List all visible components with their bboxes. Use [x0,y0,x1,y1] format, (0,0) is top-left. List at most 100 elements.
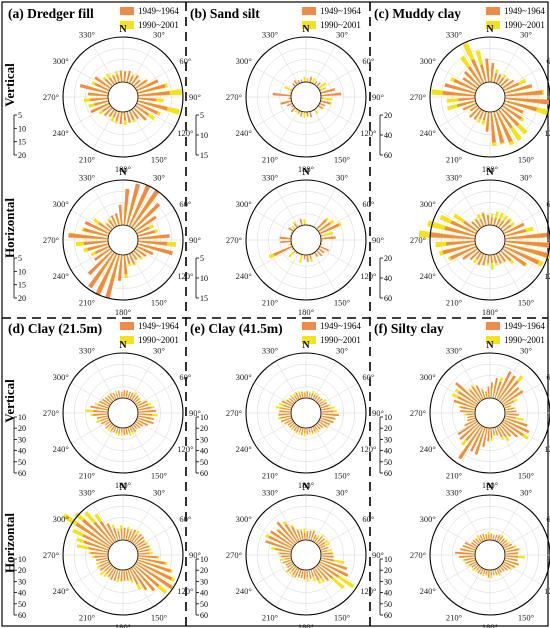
angle-label: 120° [544,128,550,138]
angle-label: 150° [334,470,350,480]
petal-1949-1964 [312,534,317,542]
petal-1949-1964 [446,240,476,246]
grid-spoke [497,44,521,85]
petal-1949-1964 [319,561,349,577]
petal-1949-1964 [316,82,321,87]
petal-1949-1964 [504,97,550,105]
petal-1949-1964 [137,97,157,102]
angle-label: N [119,482,127,493]
petal-1949-1964 [456,100,476,108]
petal-1949-1964 [280,552,292,555]
petal-1949-1964 [106,523,117,542]
petal-1949-1964 [296,530,302,541]
angle-label: 60° [179,56,191,66]
petal-1949-1964 [504,243,549,258]
petal-1949-1964 [98,222,112,232]
scale-label: 20 [384,254,392,263]
petal-1949-1964 [115,393,119,399]
grid-spoke [502,104,543,128]
legend-swatch-1990-2001 [120,336,134,344]
scale-label: 30 [200,577,208,586]
legend-label: 1990~2001 [320,335,361,345]
legend-swatch-1990-2001 [486,336,500,344]
angle-label: 270° [226,235,242,245]
petal-1949-1964 [501,224,512,232]
angle-label: 180° [482,307,498,317]
angle-label: 180° [482,622,498,628]
angle-label: 60° [179,372,191,382]
petal-1949-1964 [504,407,514,411]
petal-1949-1964 [280,415,292,419]
petal-1949-1964 [137,243,173,256]
petal-1949-1964 [313,425,318,430]
petal-1949-1964 [469,561,477,566]
petal-1949-1964 [472,539,480,546]
petal-1949-1964 [317,248,325,254]
angle-label: 330° [79,173,95,183]
angle-label: 210° [79,612,95,622]
petal-1949-1964 [464,541,477,549]
petal-1990-2001 [314,108,319,114]
angle-label: 60° [179,514,191,524]
petal-1949-1964 [500,422,518,438]
petal-1949-1964 [285,561,293,566]
angle-label: 300° [420,199,436,209]
angle-label: 30° [520,30,532,40]
grid-spoke [253,209,294,233]
legend-swatch-1949-1964 [302,322,316,330]
petal-1949-1964 [117,531,121,541]
angle-label: 300° [236,514,252,524]
petal-1949-1964 [315,423,321,430]
angle-label: 60° [362,372,374,382]
grid-spoke [437,209,478,233]
petal-1949-1964 [136,561,173,581]
petal-1949-1964 [270,530,294,548]
scale-label: 20 [18,566,26,575]
petal-1949-1964 [83,540,109,551]
petal-1949-1964 [317,105,323,110]
angle-label: 90° [189,408,201,418]
petal-1949-1964 [500,107,520,127]
petal-1949-1964 [308,393,311,399]
petal-1949-1964 [320,407,331,411]
petal-1990-2001 [298,254,303,263]
petal-1949-1964 [94,82,110,92]
petal-1949-1964 [123,390,126,399]
petal-1949-1964 [318,542,325,548]
rose-center [474,539,506,571]
angle-label: 180° [115,164,131,174]
angle-label: 270° [43,408,59,418]
scale-label: 60 [18,611,26,620]
rose-center [290,224,322,256]
petal-1949-1964 [126,70,131,83]
angle-label: 180° [115,480,131,490]
petal-1949-1964 [99,521,116,543]
petal-1949-1964 [83,240,109,245]
scale-label: 30 [200,435,208,444]
petal-1949-1964 [137,406,152,411]
petal-1949-1964 [99,559,109,564]
petal-1949-1964 [87,92,109,97]
grid-spoke [70,104,111,128]
petal-1949-1964 [134,105,150,116]
petal-1949-1964 [504,413,519,416]
petal-1949-1964 [97,415,109,419]
grid-spoke [497,109,521,150]
angle-label: 270° [410,550,426,560]
angle-label: 180° [115,622,131,628]
petal-1949-1964 [485,58,490,83]
petal-1949-1964 [492,377,498,399]
grid-spoke [318,524,359,548]
scale-label: 40 [384,447,392,456]
petal-1949-1964 [453,399,476,409]
petal-1949-1964 [136,419,149,426]
angle-label: 240° [420,128,436,138]
angle-label: 270° [410,235,426,245]
petal-1949-1964 [279,410,292,413]
angle-label: 300° [53,56,69,66]
petal-1949-1964 [490,63,495,83]
scale-label: 60 [384,469,392,478]
petal-1949-1964 [496,535,501,542]
grid-spoke [275,425,299,466]
panel-title: (d) Clay (21.5m) [8,321,102,336]
